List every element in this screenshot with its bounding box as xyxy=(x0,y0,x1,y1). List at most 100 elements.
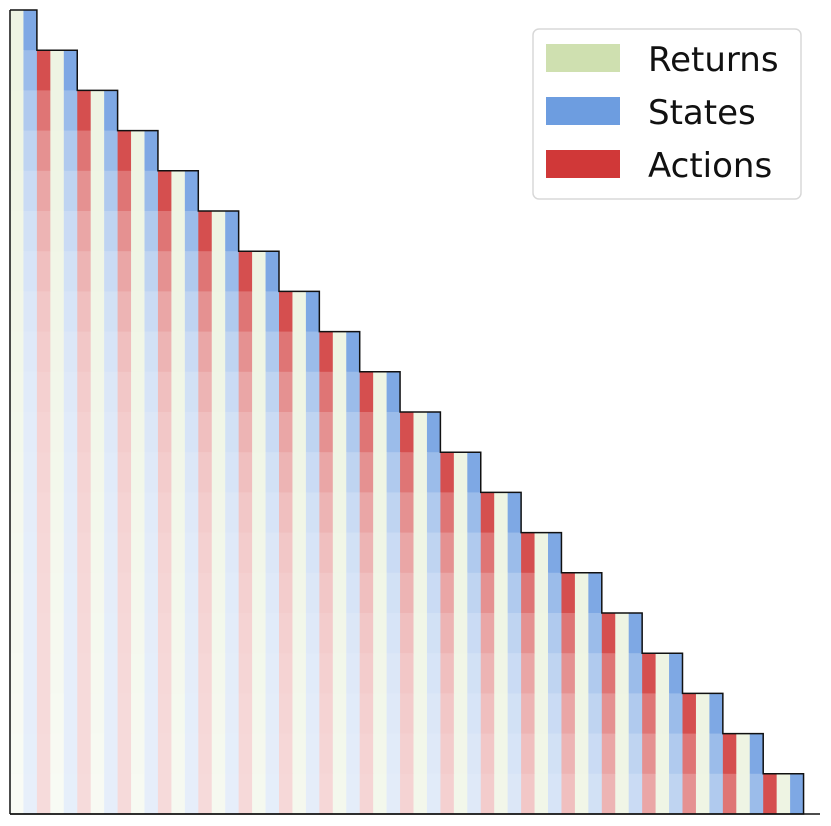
cell-returns-r13-c21 xyxy=(292,532,307,574)
cell-states-r16-c40 xyxy=(548,653,562,694)
cell-actions-r12-c5 xyxy=(77,492,92,534)
cell-states-r12-c13 xyxy=(184,492,199,534)
cell-actions-r9-c14 xyxy=(198,371,213,413)
cell-returns-r16-c33 xyxy=(453,653,468,694)
cell-states-r13-c10 xyxy=(144,532,159,574)
cell-states-r19-c31 xyxy=(426,773,441,815)
cell-states-r18-c34 xyxy=(467,733,482,775)
cell-actions-r19-c29 xyxy=(400,773,414,815)
cell-returns-r18-c6 xyxy=(90,733,105,775)
cell-states-r3-c10 xyxy=(144,130,159,172)
cell-returns-r10-c12 xyxy=(171,412,186,453)
cell-actions-r17-c32 xyxy=(440,693,455,735)
legend-swatch-returns xyxy=(546,44,620,72)
cell-states-r3-c4 xyxy=(63,130,78,172)
cell-returns-r19-c30 xyxy=(413,773,428,815)
cell-states-r10-c1 xyxy=(23,412,38,453)
cell-returns-r9-c15 xyxy=(211,371,226,413)
cell-returns-r13-c27 xyxy=(373,532,388,574)
cell-actions-r17-c11 xyxy=(157,693,172,735)
cell-returns-r0-c0 xyxy=(10,10,24,51)
cell-returns-r5-c12 xyxy=(171,211,186,252)
cell-states-r4-c1 xyxy=(23,170,38,212)
cell-returns-r13-c6 xyxy=(90,532,105,574)
cell-states-r16-c1 xyxy=(23,653,38,694)
cell-returns-r9-c6 xyxy=(90,371,105,413)
cell-returns-r6-c15 xyxy=(211,251,226,292)
cell-returns-r17-c6 xyxy=(90,693,105,735)
cell-actions-r15-c44 xyxy=(601,613,616,654)
cell-actions-r9-c2 xyxy=(36,371,51,413)
legend-label-returns: Returns xyxy=(648,40,779,80)
cell-returns-r15-c0 xyxy=(10,613,24,654)
cell-returns-r14-c24 xyxy=(332,572,347,614)
cell-states-r4-c4 xyxy=(63,170,78,212)
cell-actions-r14-c5 xyxy=(77,572,92,614)
cell-actions-r16-c5 xyxy=(77,653,92,694)
cell-states-r12-c1 xyxy=(23,492,38,534)
cell-returns-r15-c30 xyxy=(413,613,428,654)
cell-actions-r17-c50 xyxy=(682,693,697,735)
cell-returns-r13-c12 xyxy=(171,532,186,574)
cell-returns-r3-c9 xyxy=(131,130,145,172)
cell-returns-r9-c21 xyxy=(292,371,307,413)
cell-returns-r7-c18 xyxy=(252,291,267,333)
cell-states-r10-c25 xyxy=(346,412,361,453)
cell-returns-r17-c51 xyxy=(695,693,710,735)
cell-states-r17-c22 xyxy=(305,693,320,735)
cell-states-r16-c37 xyxy=(507,653,522,694)
cell-returns-r14-c18 xyxy=(252,572,267,614)
cell-returns-r1-c3 xyxy=(50,50,65,91)
cell-states-r12-c19 xyxy=(265,492,280,534)
cell-returns-r14-c42 xyxy=(574,572,589,614)
cell-states-r14-c19 xyxy=(265,572,280,614)
cell-actions-r19-c53 xyxy=(722,773,737,815)
cell-states-r16-c7 xyxy=(104,653,119,694)
cell-states-r8-c7 xyxy=(104,331,119,373)
cell-returns-r12-c18 xyxy=(252,492,267,534)
cell-actions-r18-c50 xyxy=(682,733,697,775)
cell-returns-r19-c24 xyxy=(332,773,347,815)
cell-states-r19-c43 xyxy=(588,773,603,815)
cell-returns-r17-c39 xyxy=(534,693,549,735)
cell-states-r10-c7 xyxy=(104,412,119,453)
cell-returns-r1-c0 xyxy=(10,50,24,91)
cell-states-r18-c25 xyxy=(346,733,361,775)
cell-returns-r7-c3 xyxy=(50,291,65,333)
cell-states-r7-c10 xyxy=(144,291,159,333)
cell-returns-r2-c0 xyxy=(10,90,24,132)
cell-states-r13-c13 xyxy=(184,532,199,574)
cell-actions-r19-c38 xyxy=(521,773,536,815)
cell-actions-r7-c17 xyxy=(238,291,253,333)
cell-states-r8-c22 xyxy=(305,331,320,373)
cell-states-r15-c28 xyxy=(386,613,401,654)
cell-returns-r10-c15 xyxy=(211,412,226,453)
cell-states-r9-c28 xyxy=(386,371,401,413)
cell-returns-r17-c12 xyxy=(171,693,186,735)
cell-actions-r12-c11 xyxy=(157,492,172,534)
cell-actions-r7-c14 xyxy=(198,291,213,333)
cell-actions-r5-c5 xyxy=(77,211,92,252)
cell-states-r2-c7 xyxy=(104,90,119,132)
cell-returns-r10-c24 xyxy=(332,412,347,453)
cell-returns-r12-c30 xyxy=(413,492,428,534)
cell-returns-r12-c36 xyxy=(494,492,509,534)
cell-states-r18-c52 xyxy=(709,733,724,775)
cell-states-r11-c19 xyxy=(265,452,280,493)
cell-returns-r13-c39 xyxy=(534,532,549,574)
cell-states-r18-c55 xyxy=(749,733,764,775)
cell-actions-r18-c29 xyxy=(400,733,414,775)
cell-returns-r2-c6 xyxy=(90,90,105,132)
cell-returns-r10-c30 xyxy=(413,412,428,453)
cell-states-r5-c7 xyxy=(104,211,119,252)
cell-returns-r9-c24 xyxy=(332,371,347,413)
cell-states-r17-c13 xyxy=(184,693,199,735)
cell-returns-r14-c3 xyxy=(50,572,65,614)
cell-states-r14-c31 xyxy=(426,572,441,614)
cell-actions-r8-c17 xyxy=(238,331,253,373)
cell-actions-r15-c14 xyxy=(198,613,213,654)
cell-returns-r19-c39 xyxy=(534,773,549,815)
cell-states-r13-c37 xyxy=(507,532,522,574)
cell-actions-r11-c17 xyxy=(238,452,253,493)
cell-returns-r14-c27 xyxy=(373,572,388,614)
